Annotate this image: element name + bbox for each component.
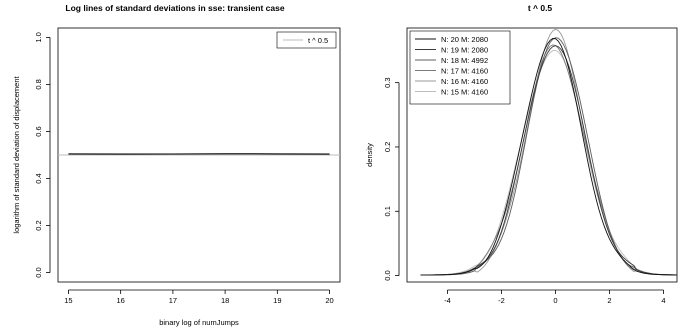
right-y-axis-label: density: [365, 143, 374, 167]
left-y-tick-label: 0.2: [34, 220, 43, 230]
left-y-axis-label: logarithm of standard deviation of displ…: [12, 76, 21, 234]
legend-label: N: 20 M: 2080: [441, 35, 488, 44]
right-x-axis: -4 -2 0 2 4: [444, 289, 666, 305]
left-x-tick-label: 20: [325, 296, 333, 305]
right-x-tick-label: 4: [661, 296, 665, 305]
left-y-tick-label: 0.4: [34, 173, 43, 183]
legend-label: N: 16 M: 4160: [441, 77, 488, 86]
left-x-tick-label: 19: [273, 296, 281, 305]
legend-label: N: 19 M: 2080: [441, 46, 488, 55]
right-y-tick-label: 0.0: [383, 270, 392, 280]
right-x-tick-label: -4: [444, 296, 451, 305]
left-legend: t ^ 0.5: [276, 31, 337, 49]
left-x-tick-label: 17: [169, 296, 177, 305]
right-y-tick-label: 0.1: [383, 206, 392, 216]
legend-label: N: 15 M: 4160: [441, 88, 488, 97]
left-chart-title: Log lines of standard deviations in sse:…: [65, 3, 284, 13]
density-line: [420, 38, 677, 276]
left-y-tick-label: 0.0: [34, 267, 43, 277]
density-line: [420, 37, 677, 276]
left-legend-label: t ^ 0.5: [308, 36, 328, 45]
legend-label: N: 17 M: 4160: [441, 67, 488, 76]
right-chart: t ^ 0.5 -4 -2 0 2 4 0.0 0.1 0.2 0.3 density N: …: [365, 3, 678, 305]
right-x-tick-label: 2: [607, 296, 611, 305]
right-y-axis: 0.0 0.1 0.2 0.3: [383, 77, 400, 281]
left-x-axis: 15 16 17 18 19 20: [64, 289, 334, 305]
left-series-lines: [58, 153, 340, 156]
right-x-tick-label: 0: [553, 296, 557, 305]
left-chart: Log lines of standard deviations in sse:…: [12, 3, 341, 327]
right-plot-frame: [406, 27, 678, 283]
left-y-axis: 0.0 0.2 0.4 0.6 0.8 1.0: [34, 32, 51, 278]
left-x-tick-label: 15: [64, 296, 72, 305]
right-x-tick-label: -2: [498, 296, 505, 305]
left-y-tick-label: 1.0: [34, 32, 43, 42]
left-x-tick-label: 18: [221, 296, 229, 305]
right-series-lines: [420, 28, 678, 276]
left-legend-box: [276, 31, 337, 49]
left-y-tick-label: 0.6: [34, 126, 43, 136]
right-y-tick-label: 0.3: [383, 77, 392, 87]
right-y-tick-label: 0.2: [383, 142, 392, 152]
left-y-tick-label: 0.8: [34, 79, 43, 89]
legend-label: N: 18 M: 4992: [441, 56, 488, 65]
left-x-axis-label: binary log of numJumps: [159, 318, 239, 327]
right-chart-title: t ^ 0.5: [528, 3, 553, 13]
left-x-tick-label: 16: [116, 296, 124, 305]
